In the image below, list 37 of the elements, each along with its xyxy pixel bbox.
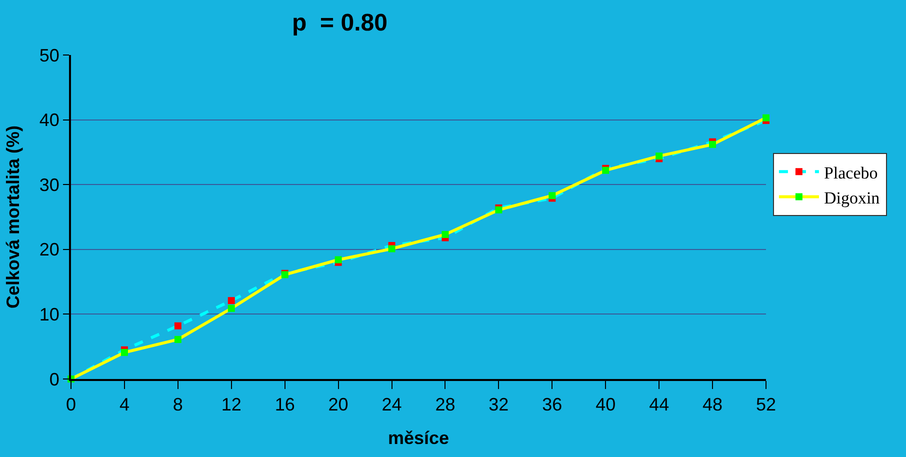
y-tick-label: 0	[49, 369, 60, 390]
x-tick-label: 40	[596, 394, 616, 415]
x-tick-label: 48	[702, 394, 723, 415]
point	[548, 192, 556, 200]
x-tick-label: 32	[488, 394, 509, 415]
x-tick-label: 28	[435, 394, 456, 415]
point	[388, 245, 396, 252]
legend-label: Digoxin	[824, 188, 880, 208]
x-tick-label: 52	[756, 394, 776, 415]
y-tick-label: 30	[39, 174, 60, 195]
point	[174, 336, 182, 343]
x-tick-label: 12	[221, 394, 242, 415]
x-tick-label: 16	[274, 394, 295, 415]
x-tick-label: 24	[382, 394, 402, 415]
point	[709, 140, 716, 148]
x-tick-label: 20	[328, 394, 348, 415]
y-axis-title: Celková mortalita (%)	[3, 125, 24, 309]
y-tick-label: 20	[39, 240, 60, 260]
point	[120, 348, 128, 356]
x-tick-label: 4	[119, 394, 130, 415]
point	[334, 256, 342, 264]
point	[762, 114, 770, 122]
x-tick-label: 44	[649, 394, 670, 415]
point	[174, 322, 182, 330]
x-tick-label: 36	[542, 394, 562, 415]
x-tick-label: 8	[172, 394, 183, 415]
point	[656, 152, 663, 160]
point	[228, 297, 235, 304]
y-tick-label: 40	[39, 110, 60, 130]
y-tick-label: 50	[39, 45, 60, 66]
x-tick-label: 0	[66, 394, 76, 415]
legend-label: Placebo	[824, 163, 878, 182]
chart-title: p = 0.80	[292, 10, 388, 37]
x-axis-title: měsíce	[388, 428, 450, 448]
y-tick-label: 10	[39, 304, 60, 324]
point	[442, 231, 449, 238]
point	[228, 304, 235, 312]
